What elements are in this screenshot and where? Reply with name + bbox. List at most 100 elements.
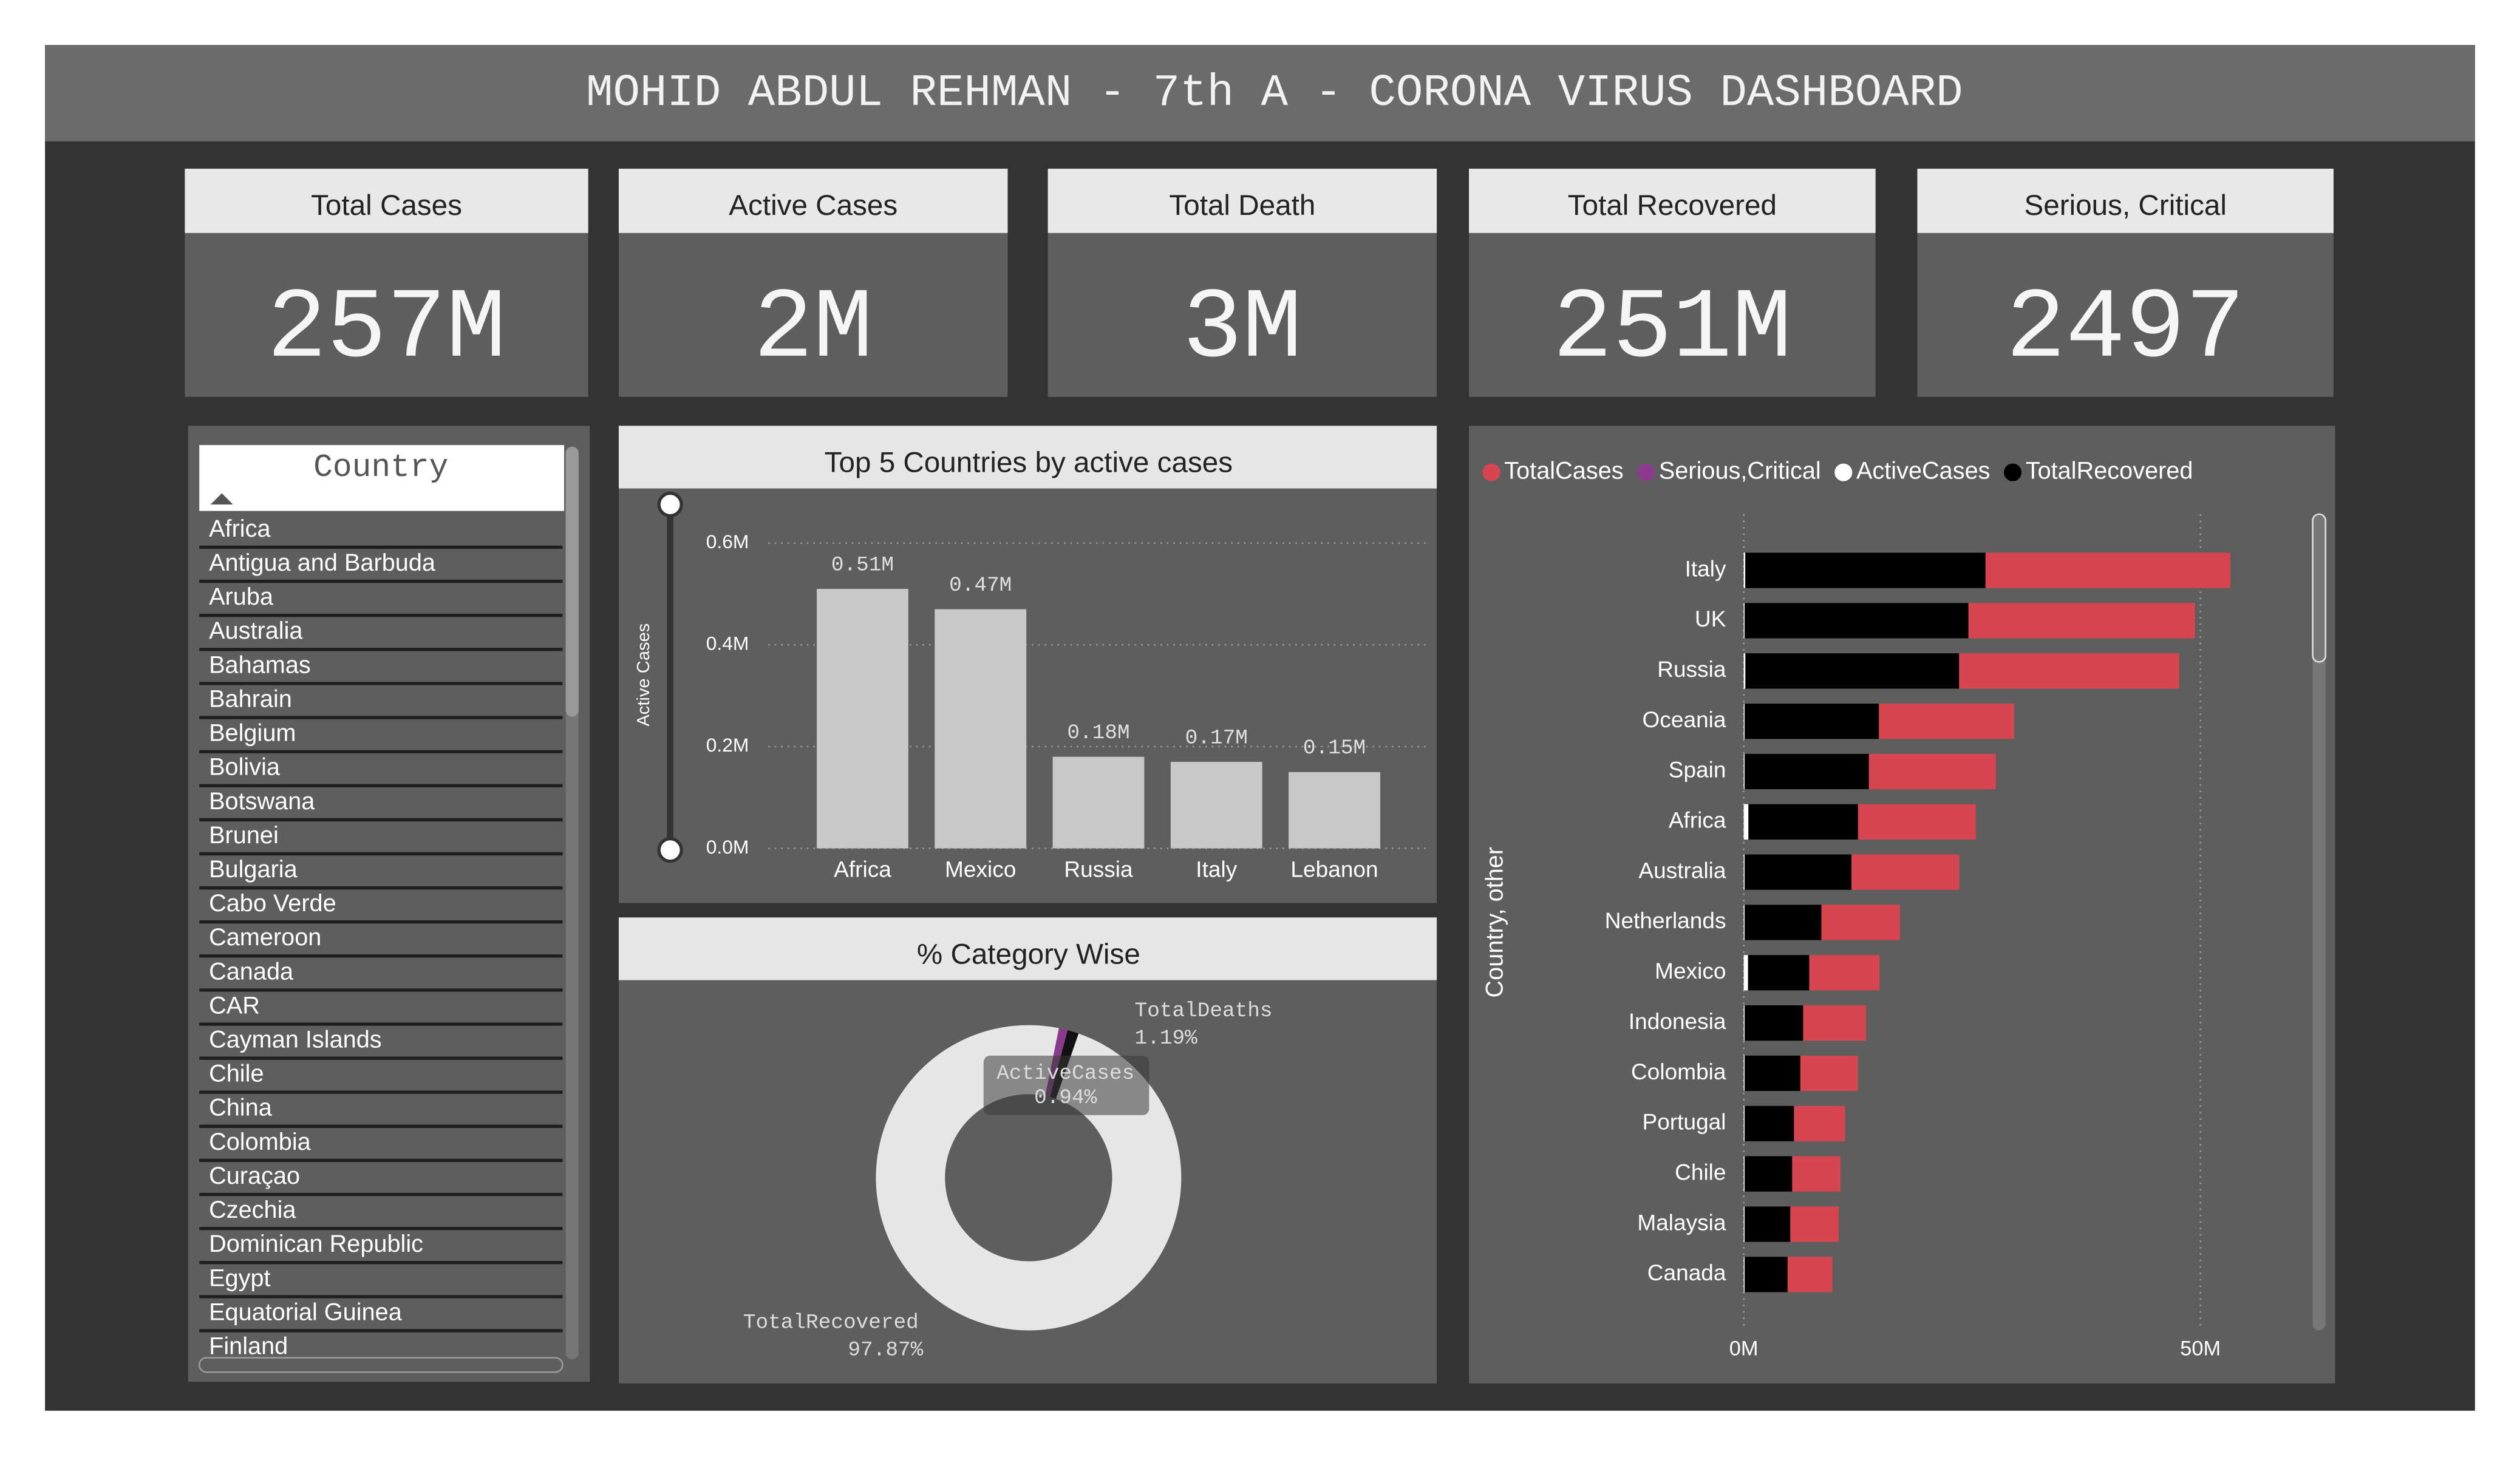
bar [1289, 772, 1380, 849]
bar-segment [1743, 1156, 1745, 1192]
bar-segment [1743, 1055, 1745, 1092]
country-item[interactable]: Bahrain [209, 685, 292, 712]
card-header [618, 168, 1008, 233]
bar-segment [1743, 1105, 1745, 1141]
country-item[interactable]: Bahamas [209, 651, 311, 678]
bar-segment [1743, 703, 1745, 739]
h-scrollbar[interactable] [198, 1357, 564, 1373]
bar-segment [1748, 804, 1858, 840]
tooltip-box [983, 1055, 1149, 1115]
y-tick-label: 0.0M [706, 836, 749, 858]
legend-label[interactable]: Serious,Critical [1659, 458, 1821, 484]
bar-segment [1792, 1156, 1841, 1192]
country-item[interactable]: Cayman Islands [209, 1027, 382, 1053]
legend-marker[interactable] [1834, 463, 1853, 481]
y-axis-title: Country, other [1482, 847, 1508, 998]
slice-label: TotalDeaths [1135, 999, 1273, 1023]
country-list: Africa Antigua and Barbuda Aruba Australia B… [199, 515, 563, 1360]
bar-segment [1743, 854, 1745, 890]
country-item[interactable]: Botswana [209, 788, 315, 815]
bar-segment [1985, 552, 2230, 588]
country-item[interactable]: Egypt [209, 1265, 271, 1291]
scroll-thumb[interactable] [565, 446, 579, 717]
bar-segment [1743, 955, 1748, 991]
slicer-header [199, 445, 564, 511]
bar-segment [1745, 1206, 1791, 1242]
sort-icon[interactable] [210, 493, 233, 505]
x-tick-label: Russia [1064, 856, 1133, 881]
country-item[interactable]: Australia [209, 617, 303, 644]
country-item[interactable]: Bolivia [209, 754, 281, 781]
y-tick-label: Indonesia [1629, 1008, 1726, 1034]
legend-marker[interactable] [1637, 463, 1655, 481]
country-item[interactable]: Finland [209, 1333, 288, 1360]
country-item[interactable]: Equatorial Guinea [209, 1299, 403, 1325]
country-item[interactable]: Antigua and Barbuda [209, 549, 436, 576]
country-item[interactable]: Canada [209, 958, 294, 985]
country-item[interactable]: Africa [209, 515, 271, 542]
bar-segment [1743, 653, 1746, 689]
slice-value: 0.94% [1034, 1086, 1097, 1110]
bar-segment [1809, 955, 1880, 991]
bar-segment [1743, 804, 1749, 840]
country-item[interactable]: Colombia [209, 1129, 312, 1155]
slider-handle[interactable] [657, 837, 683, 863]
legend-label[interactable]: ActiveCases [1856, 458, 1990, 484]
country-item[interactable]: Belgium [209, 720, 296, 747]
slicer-panel [188, 426, 590, 1382]
card-value: 2M [754, 273, 873, 386]
slice-value: 1.19% [1135, 1027, 1198, 1050]
y-tick-label: Mexico [1655, 958, 1726, 983]
card-title: Total Death [1169, 189, 1315, 222]
card-title: Total Cases [311, 189, 462, 222]
country-item[interactable]: Chile [209, 1061, 264, 1087]
y-tick-label: Italy [1685, 555, 1726, 581]
country-item[interactable]: Curaçao [209, 1163, 300, 1189]
legend-marker[interactable] [1482, 463, 1500, 481]
bar-segment [1745, 703, 1879, 739]
legend-marker[interactable] [2004, 463, 2022, 481]
bar [1170, 761, 1262, 849]
country-item[interactable]: Brunei [209, 822, 279, 849]
country-item[interactable]: China [209, 1095, 273, 1121]
bar-segment [1745, 552, 1986, 588]
bar [817, 589, 908, 849]
bar-segment [1745, 1105, 1794, 1141]
y-tick-label: Russia [1657, 656, 1726, 682]
card-value: 2497 [2006, 273, 2245, 386]
country-item[interactable]: Dominican Republic [209, 1231, 423, 1257]
bar-segment [1745, 1257, 1788, 1292]
data-label: 0.51M [831, 553, 894, 577]
y-axis-title: Active Cases [634, 623, 653, 727]
slider-handle[interactable] [657, 491, 683, 518]
bar-segment [1800, 1055, 1858, 1092]
country-item[interactable]: Aruba [209, 583, 274, 610]
country-item[interactable]: Bulgaria [209, 856, 298, 883]
y-tick-label: Spain [1669, 757, 1726, 783]
donut-chart-title: % Category Wise [917, 938, 1140, 970]
bar-segment [1821, 905, 1900, 940]
country-item[interactable]: CAR [209, 992, 260, 1019]
bar-segment [1794, 1105, 1845, 1141]
country-item[interactable]: Cabo Verde [209, 890, 336, 917]
scroll-thumb[interactable] [2312, 513, 2327, 663]
country-item[interactable]: Cameroon [209, 924, 321, 951]
bar-segment [1743, 1257, 1745, 1292]
country-item[interactable]: Czechia [209, 1197, 296, 1223]
bar-segment [1745, 1055, 1800, 1092]
data-label: 0.18M [1067, 721, 1129, 745]
card-value: 3M [1182, 273, 1302, 386]
scroll-track [2312, 514, 2326, 1331]
x-tick-label: 0M [1729, 1337, 1759, 1360]
bar-segment [1748, 955, 1810, 991]
legend-label[interactable]: TotalRecovered [2026, 458, 2193, 484]
data-label: 0.47M [949, 574, 1012, 597]
bar-segment [1745, 854, 1852, 890]
legend-label[interactable]: TotalCases [1504, 458, 1623, 484]
bar-segment [1743, 1005, 1745, 1041]
y-tick-label: Portugal [1643, 1109, 1726, 1135]
title-bar [45, 45, 2475, 141]
bar-segment [1790, 1206, 1839, 1242]
data-label: 0.17M [1185, 726, 1248, 750]
